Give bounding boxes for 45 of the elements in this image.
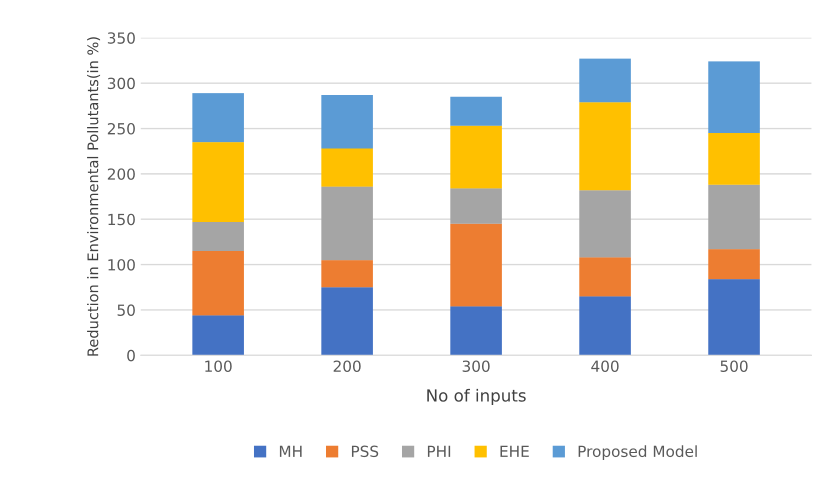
bar: [192, 250, 244, 316]
bar: [579, 58, 631, 102]
x-tick-label: 400: [591, 360, 619, 372]
bar: [192, 315, 244, 356]
legend-label: MH: [280, 446, 302, 457]
x-tick-label: 500: [720, 360, 748, 372]
y-tick-label: 100: [108, 259, 135, 271]
bar: [321, 94, 373, 148]
y-tick-label: 150: [108, 214, 135, 226]
bar: [192, 93, 244, 142]
x-tick-label: 100: [205, 360, 232, 372]
bar: [321, 186, 373, 260]
bar: [192, 222, 244, 251]
bar: [450, 306, 502, 356]
x-tick-label: 200: [334, 360, 361, 372]
bar: [321, 148, 373, 187]
x-tick-label: 300: [462, 360, 490, 372]
legend-label: PSS: [352, 446, 378, 458]
y-tick-label: 50: [118, 304, 135, 316]
bar: [579, 257, 631, 296]
bar: [708, 133, 760, 185]
legend-label: EHE: [500, 446, 529, 457]
bar: [708, 279, 760, 356]
bar: [321, 260, 373, 288]
y-tick-label: 0: [127, 350, 135, 362]
bar: [192, 142, 244, 222]
bar: [708, 249, 760, 280]
bar: [450, 224, 502, 306]
y-tick-label: 250: [108, 122, 135, 135]
legend-label: Proposed Model: [578, 445, 697, 460]
bar: [708, 184, 760, 250]
y-tick-label: 300: [108, 78, 135, 90]
bar: [450, 96, 502, 126]
y-tick-label: 200: [108, 168, 135, 180]
bar: [708, 61, 760, 134]
y-tick-label: 350: [108, 32, 135, 44]
x-axis-title: No of inputs: [427, 388, 526, 405]
bar: [579, 296, 631, 356]
bar: [321, 287, 373, 356]
bar: [450, 188, 502, 224]
bar: [579, 102, 631, 190]
legend-label: PHI: [428, 446, 450, 457]
bar: [450, 126, 502, 188]
bar: [579, 190, 631, 258]
y-axis-title: Reduction in Environmental Pollutants(in %): [87, 37, 100, 356]
